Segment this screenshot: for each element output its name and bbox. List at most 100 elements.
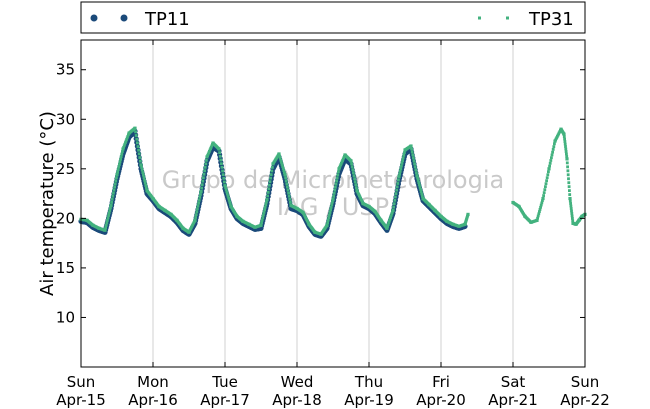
- data-point-interp: [116, 170, 119, 174]
- data-point-interp: [204, 162, 208, 166]
- data-point-interp: [229, 202, 232, 206]
- data-point-interp: [567, 185, 571, 189]
- data-point-interp: [264, 203, 268, 207]
- data-point-interp: [142, 176, 146, 180]
- data-point-interp: [226, 192, 229, 196]
- data-point-interp: [569, 207, 573, 210]
- data-point-interp: [265, 200, 268, 204]
- data-point-interp: [125, 136, 129, 140]
- data-point-interp: [289, 201, 292, 204]
- data-point-interp: [284, 179, 288, 183]
- data-point-interp: [222, 176, 226, 180]
- data-point-interp: [553, 142, 556, 146]
- data-point-interp: [136, 141, 139, 145]
- data-point-interp: [106, 218, 109, 222]
- data-point-interp: [550, 156, 553, 160]
- plot-frame: [80, 39, 586, 368]
- data-point-interp: [114, 179, 118, 183]
- data-point-interp: [331, 200, 334, 204]
- data-point-interp: [350, 162, 353, 166]
- data-point-interp: [353, 177, 356, 181]
- data-point-interp: [563, 137, 566, 141]
- data-point-interp: [118, 160, 122, 164]
- data-point: [397, 175, 401, 179]
- data-point-interp: [547, 170, 550, 174]
- data-point: [331, 197, 335, 202]
- data-point-interp: [268, 183, 271, 187]
- data-point-interp: [288, 197, 292, 201]
- data-point-interp: [200, 183, 204, 187]
- data-point-interp: [568, 199, 572, 203]
- data-point-interp: [107, 213, 110, 217]
- data-point-interp: [262, 213, 265, 217]
- data-point-interp: [267, 187, 271, 191]
- data-point-interp: [228, 200, 232, 204]
- data-point-interp: [260, 221, 263, 225]
- data-point-interp: [281, 165, 284, 168]
- data-point-interp: [278, 154, 281, 158]
- data-point-interp: [198, 195, 202, 199]
- y-tick-label: 30: [56, 110, 75, 128]
- data-point-interp: [542, 191, 546, 194]
- data-point-interp: [354, 183, 358, 187]
- data-point-interp: [541, 199, 544, 203]
- data-point-interp: [194, 216, 197, 219]
- data-point: [109, 203, 113, 208]
- data-point-interp: [398, 169, 402, 173]
- data-point-interp: [113, 185, 116, 189]
- data-point-interp: [221, 169, 224, 173]
- data-point-interp: [285, 182, 289, 186]
- data-point-interp: [387, 221, 391, 225]
- data-point-interp: [223, 180, 226, 184]
- data-point-interp: [268, 180, 272, 184]
- y-tick-label: 20: [56, 209, 75, 227]
- x-tick-label-day: Sat: [501, 373, 526, 391]
- y-axis-label: Air temperature (°C): [37, 111, 58, 296]
- data-point-interp: [196, 204, 200, 208]
- data-point-interp: [224, 186, 227, 190]
- data-point-interp: [570, 209, 573, 213]
- data-point-interp: [287, 194, 291, 198]
- data-point-interp: [112, 191, 115, 195]
- data-point-interp: [392, 202, 396, 206]
- data-point-interp: [196, 207, 199, 211]
- data-point-interp: [550, 153, 554, 157]
- data-point-interp: [110, 197, 114, 201]
- data-point-interp: [123, 142, 127, 146]
- data-point: [283, 173, 287, 177]
- data-point-interp: [266, 191, 270, 194]
- data-point-interp: [226, 194, 230, 198]
- data-point-interp: [280, 160, 283, 164]
- data-point-interp: [262, 211, 266, 214]
- data-point-interp: [355, 186, 358, 190]
- data-point: [103, 228, 107, 232]
- data-point-interp: [388, 219, 391, 223]
- data-point-interp: [205, 158, 208, 162]
- data-point-interp: [201, 179, 205, 183]
- data-point-interp: [563, 142, 567, 146]
- data-point-interp: [139, 159, 142, 163]
- data-point-interp: [543, 188, 547, 192]
- data-point-interp: [538, 210, 541, 214]
- data-point-interp: [220, 162, 223, 166]
- data-point-interp: [278, 156, 282, 160]
- data-point-interp: [537, 212, 541, 216]
- data-point-interp: [544, 182, 548, 186]
- data-point-interp: [417, 181, 421, 184]
- data-point-interp: [388, 217, 392, 221]
- data-point: [466, 212, 470, 216]
- legend-marker-tp31: [478, 16, 509, 20]
- data-point-interp: [412, 156, 415, 160]
- data-point-interp: [203, 169, 206, 173]
- data-point-interp: [218, 154, 222, 158]
- data-point: [391, 208, 395, 213]
- data-point-interp: [141, 171, 145, 174]
- legend-box: [80, 1, 586, 34]
- x-tick-label-date: Apr-21: [488, 391, 538, 409]
- data-point-interp: [545, 179, 548, 183]
- data-point: [562, 132, 566, 136]
- data-point: [193, 218, 197, 222]
- data-point-interp: [386, 225, 389, 228]
- data-point-interp: [571, 216, 574, 220]
- data-point-interp: [540, 201, 544, 205]
